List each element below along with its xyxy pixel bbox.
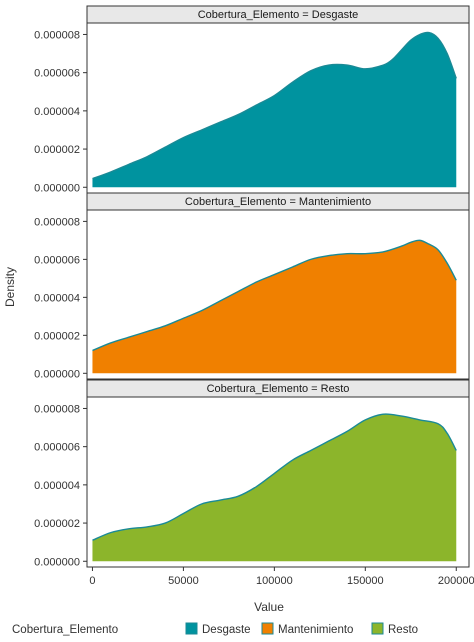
x-tick-label: 150000 (347, 575, 384, 587)
y-tick-label: 0.000008 (34, 216, 80, 228)
x-tick-label: 100000 (256, 575, 293, 587)
y-tick-label: 0.000008 (34, 403, 80, 415)
y-tick-label: 0.000006 (34, 68, 80, 80)
facet-strip-label: Cobertura_Elemento = Desgaste (198, 9, 359, 21)
facet-panel-desgaste: Cobertura_Elemento = Desgaste 0.000000 0.0… (34, 5, 470, 194)
y-tick-label: 0.000006 (34, 442, 80, 454)
x-axis-title: Value (254, 600, 284, 614)
facet-strip-label: Cobertura_Elemento = Resto (207, 383, 350, 395)
legend-label-resto: Resto (388, 624, 418, 636)
density-area-resto (92, 414, 457, 562)
density-line-mantenimiento (92, 239, 457, 352)
legend-key-desgaste (185, 622, 198, 635)
x-axis: 0 50000 100000 150000 200000 (89, 567, 474, 587)
y-tick-label: 0.000006 (34, 254, 80, 266)
x-tick-label: 0 (89, 575, 95, 587)
y-tick-label: 0.000004 (34, 480, 80, 492)
y-tick-label: 0.000002 (34, 518, 80, 530)
y-tick-label: 0.000002 (34, 330, 80, 342)
y-tick-label: 0.000000 (34, 556, 80, 568)
legend: Cobertura_Elemento Desgaste Mantenimiento R… (12, 622, 418, 636)
y-tick-label: 0.000000 (34, 182, 80, 194)
x-tick-label: 200000 (438, 575, 474, 587)
density-area-desgaste (92, 32, 457, 188)
y-tick-label: 0.000004 (34, 106, 80, 118)
facet-panels: Cobertura_Elemento = Desgaste 0.000000 0.0… (34, 5, 470, 568)
facet-panel-resto: Cobertura_Elemento = Resto 0.000000 0.0000… (34, 379, 470, 568)
x-tick-label: 50000 (168, 575, 199, 587)
legend-label-desgaste: Desgaste (202, 624, 251, 636)
legend-title: Cobertura_Elemento (12, 624, 118, 636)
legend-key-mantenimiento (261, 622, 274, 635)
density-line-resto (92, 413, 457, 541)
legend-label-mantenimiento: Mantenimiento (278, 624, 353, 636)
density-area-mantenimiento (92, 240, 457, 374)
y-tick-label: 0.000000 (34, 368, 80, 380)
y-axis-title: Density (3, 267, 17, 307)
y-tick-label: 0.000008 (34, 29, 80, 41)
facet-strip-label: Cobertura_Elemento = Mantenimiento (185, 196, 371, 208)
facet-panel-mantenimiento: Cobertura_Elemento = Mantenimiento 0.0000… (34, 192, 470, 380)
y-tick-label: 0.000002 (34, 144, 80, 156)
legend-key-resto (371, 622, 384, 635)
y-tick-label: 0.000004 (34, 292, 80, 304)
density-line-desgaste (92, 31, 457, 180)
